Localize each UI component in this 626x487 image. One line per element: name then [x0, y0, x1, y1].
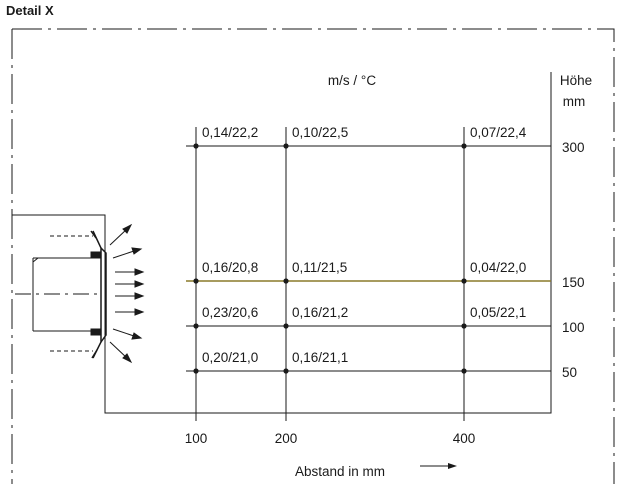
height-axis-label: Höhe — [560, 73, 592, 88]
measurement-value: 0,16/20,8 — [202, 260, 258, 275]
unit-label: m/s / °C — [328, 73, 376, 88]
measurement-value: 0,16/21,1 — [292, 350, 348, 365]
measurement-value: 0,11/21,5 — [292, 260, 347, 275]
height-tick-label: 150 — [562, 275, 585, 290]
measurement-value: 0,20/21,0 — [202, 350, 258, 365]
measurement-point — [193, 143, 199, 149]
measurement-value: 0,05/22,1 — [470, 305, 526, 320]
measurement-point — [193, 278, 199, 284]
measurement-point — [461, 323, 467, 329]
measurement-point — [461, 278, 467, 284]
measurement-point — [283, 143, 289, 149]
measurement-point — [283, 278, 289, 284]
air-diffuser-icon — [15, 230, 107, 359]
height-axis-unit: mm — [563, 94, 586, 109]
wall-outline — [12, 72, 552, 414]
height-tick-label: 300 — [562, 140, 585, 155]
measurement-value: 0,14/22,2 — [202, 125, 258, 140]
x-tick-label: 400 — [453, 431, 476, 446]
measurement-point — [461, 143, 467, 149]
detail-title: Detail X — [6, 3, 54, 18]
measurement-value: 0,07/22,4 — [470, 125, 527, 140]
measurement-point — [461, 368, 467, 374]
x-axis-label: Abstand in mm — [295, 464, 385, 479]
measurement-point — [283, 323, 289, 329]
measurement-value: 0,04/22,0 — [470, 260, 526, 275]
detail-frame — [11, 28, 615, 484]
measurement-point — [283, 368, 289, 374]
x-tick-label: 100 — [185, 431, 208, 446]
x-tick-label: 200 — [275, 431, 298, 446]
measurement-value: 0,23/20,6 — [202, 305, 258, 320]
measurement-value: 0,10/22,5 — [292, 125, 348, 140]
x-axis-arrow-icon — [420, 463, 457, 469]
measurement-point — [193, 323, 199, 329]
height-tick-label: 50 — [562, 365, 577, 380]
measurement-point — [193, 368, 199, 374]
measurement-value: 0,16/21,2 — [292, 305, 348, 320]
height-rows: 0,14/22,2 0,10/22,5 0,07/22,4 300 0,16/20,8 0… — [186, 125, 585, 380]
distance-columns: 100 200 400 — [185, 127, 476, 446]
airflow-arrows — [109, 223, 145, 364]
height-tick-label: 100 — [562, 320, 585, 335]
